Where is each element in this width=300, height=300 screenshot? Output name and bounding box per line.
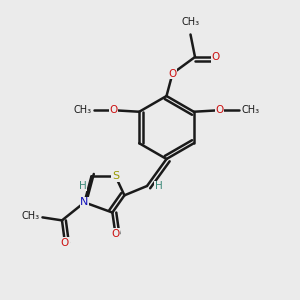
Text: O: O (212, 52, 220, 62)
Text: S: S (112, 171, 119, 181)
Text: N: N (80, 197, 89, 207)
Text: CH₃: CH₃ (21, 211, 40, 221)
Text: CH₃: CH₃ (73, 105, 91, 115)
Text: O: O (110, 105, 118, 115)
Text: O: O (168, 68, 177, 79)
Text: O: O (215, 105, 224, 115)
Text: O: O (111, 229, 119, 238)
Text: H: H (79, 181, 87, 191)
Text: H: H (154, 181, 162, 191)
Text: CH₃: CH₃ (182, 17, 200, 27)
Text: CH₃: CH₃ (242, 105, 260, 115)
Text: O: O (61, 238, 69, 248)
